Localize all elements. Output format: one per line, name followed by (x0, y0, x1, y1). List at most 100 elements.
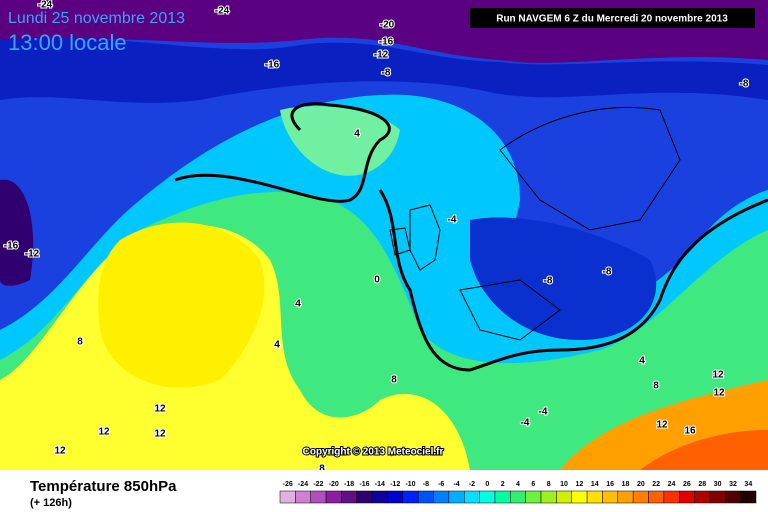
scale-swatch (341, 490, 358, 504)
scale-swatch (387, 490, 404, 504)
scale-swatch (556, 490, 572, 504)
contour-label: 4 (639, 356, 645, 367)
contour-label: -8 (603, 267, 612, 278)
scale-swatch (694, 490, 711, 504)
contour-label: -24 (38, 0, 53, 11)
scale-swatch (632, 490, 649, 504)
scale-tick-label: 12 (576, 481, 584, 488)
scale-tick-label: -12 (390, 481, 400, 488)
scale-swatch (586, 490, 603, 504)
scale-tick-label: -18 (344, 481, 354, 488)
scale-swatch (417, 490, 434, 504)
scale-tick-label: -10 (405, 481, 415, 488)
scale-swatch (433, 490, 450, 504)
footer-subtitle: (+ 126h) (30, 497, 72, 509)
scale-tick-label: -2 (469, 481, 475, 488)
contour-label: 4 (295, 299, 301, 310)
scale-tick-label: 28 (698, 481, 706, 488)
scale-tick-label: 32 (729, 481, 737, 488)
scale-tick-label: 8 (547, 481, 551, 488)
contour-label: -4 (539, 407, 548, 418)
scale-swatch (479, 490, 496, 504)
scale-tick-label: 14 (591, 481, 599, 488)
scale-swatch (371, 490, 388, 504)
contour-label: 12 (713, 388, 725, 399)
contour-label: -12 (25, 249, 40, 260)
scale-tick-label: 4 (516, 481, 520, 488)
scale-swatch (602, 490, 619, 504)
scale-tick-label: 16 (606, 481, 614, 488)
contour-label: -8 (544, 276, 553, 287)
scale-tick-label: -14 (375, 481, 385, 488)
contour-label: 0 (374, 275, 380, 286)
run-banner (470, 8, 755, 28)
scale-tick-label: -24 (298, 481, 308, 488)
scale-swatch (510, 490, 526, 504)
contour-label: 12 (712, 370, 724, 381)
scale-tick-label: -22 (313, 481, 323, 488)
scale-swatch (709, 490, 726, 504)
footer-title: Température 850hPa (30, 478, 177, 495)
scale-swatch (725, 490, 741, 504)
scale-tick-label: -20 (329, 481, 339, 488)
contour-label: 4 (274, 340, 280, 351)
contour-label: -4 (521, 418, 530, 429)
contour-label: 8 (653, 381, 659, 392)
scale-tick-label: -4 (453, 481, 459, 488)
scale-tick-label: 18 (622, 481, 630, 488)
scale-tick-label: -26 (283, 481, 293, 488)
contour-label: -24 (215, 6, 230, 17)
contour-label: -8 (382, 68, 391, 79)
scale-swatch (571, 490, 588, 504)
scale-swatch (663, 490, 680, 504)
scale-tick-label: 34 (744, 481, 752, 488)
scale-swatch (525, 490, 542, 504)
scale-swatch (356, 490, 373, 504)
contour-label: 12 (98, 427, 110, 438)
color-scale: -26 -24 -22 -20 -18 -16 -14 -12 -10 -8 -6 -4 -2 0 2 4 6 8… (279, 481, 757, 504)
scale-tick-label: 26 (683, 481, 691, 488)
scale-tick-label: -8 (423, 481, 429, 488)
scale-swatch (464, 490, 480, 504)
contour-label: 4 (354, 129, 360, 140)
scale-swatch (295, 490, 311, 504)
scale-swatch (740, 490, 757, 504)
contour-label: -16 (4, 241, 19, 252)
scale-swatch (448, 490, 465, 504)
scale-tick-label: 0 (485, 481, 489, 488)
scale-tick-label: 2 (501, 481, 505, 488)
scale-swatch (678, 490, 695, 504)
map-time: 13:00 locale (8, 30, 127, 55)
scale-swatch (617, 490, 634, 504)
contour-label: -8 (740, 79, 749, 90)
scale-swatch (310, 490, 327, 504)
contour-label: 16 (684, 426, 696, 437)
scale-swatch (648, 490, 665, 504)
contour-label: 8 (391, 375, 397, 386)
copyright: Copyright © 2013 Meteociel.fr (303, 447, 444, 458)
scale-swatch (279, 490, 296, 504)
contour-label: 12 (154, 404, 166, 415)
map-background (0, 0, 768, 471)
scale-tick-label: 24 (668, 481, 676, 488)
contour-label: -20 (380, 20, 395, 31)
contour-label: -4 (448, 215, 457, 226)
scale-swatch (325, 490, 342, 504)
contour-label: 12 (656, 420, 668, 431)
scale-swatch (494, 490, 511, 504)
contour-labels: -24 -24 -20 -16 -12 -8 -16 -8 4 -4 -16 -12 -8 -8 0 4 4 8 8… (3, 0, 750, 476)
scale-swatch (540, 490, 557, 504)
contour-label: 8 (77, 337, 83, 348)
contour-label: 12 (54, 446, 66, 457)
contour-label: 12 (154, 429, 166, 440)
run-info: Run NAVGEM 6 Z du Mercredi 20 novembre 2… (496, 14, 728, 25)
scale-tick-label: -6 (438, 481, 444, 488)
scale-tick-label: 22 (652, 481, 660, 488)
contour-label: 8 (319, 464, 325, 475)
scale-tick-label: 20 (637, 481, 645, 488)
contour-label: -16 (265, 60, 280, 71)
contour-label: -16 (379, 37, 394, 48)
scale-tick-label: 6 (531, 481, 535, 488)
scale-tick-label: -16 (359, 481, 369, 488)
